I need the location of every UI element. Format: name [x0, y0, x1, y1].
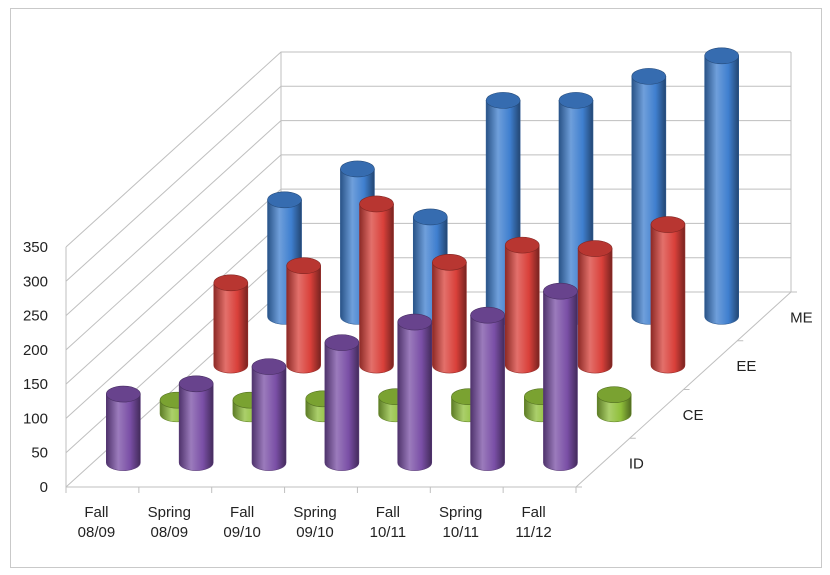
bar-top	[213, 274, 249, 292]
bar	[397, 313, 433, 471]
bar	[596, 386, 632, 423]
bar-top	[470, 306, 505, 324]
bar-body	[650, 224, 686, 374]
bar	[650, 216, 686, 374]
x-tick-label: Spring 10/11	[439, 504, 482, 541]
bar-top	[577, 240, 613, 257]
bar-top	[251, 358, 287, 375]
series-label: CE	[683, 407, 704, 424]
bar-body	[286, 265, 321, 374]
bar-top	[704, 47, 739, 65]
bar	[504, 236, 540, 374]
x-tick-label: Spring 08/09	[148, 504, 191, 541]
bar-body	[504, 244, 540, 374]
bar-top	[485, 92, 521, 109]
bar-top	[286, 257, 321, 274]
bar	[359, 195, 394, 374]
x-tick-label: Fall 10/11	[370, 504, 406, 541]
bar	[704, 47, 739, 325]
y-tick-label: 250	[23, 308, 48, 325]
y-tick-label: 50	[31, 445, 48, 462]
bar-body	[359, 203, 394, 374]
bar-top	[106, 385, 141, 403]
bar	[470, 306, 505, 471]
bar-body	[178, 383, 214, 471]
x-tick-label: Spring 09/10	[293, 504, 336, 541]
bar-top	[631, 68, 667, 85]
bar-body	[213, 282, 249, 374]
chart-labels: 0 50 100 150 200 250 300 350 Fall 08/09 Spring 08/0…	[23, 239, 813, 541]
bar-body	[251, 366, 287, 471]
y-tick-label: 150	[23, 376, 48, 393]
bar-body	[324, 342, 360, 471]
bar-top	[504, 236, 540, 254]
y-tick-label: 350	[23, 239, 48, 256]
chart-bars	[106, 47, 739, 471]
bar-top	[267, 191, 302, 209]
x-tick-label: Fall 08/09	[78, 504, 116, 541]
bar-top	[178, 375, 214, 393]
x-tick-label: Fall 09/10	[223, 504, 261, 541]
y-tick-label: 300	[23, 273, 48, 290]
bar-top	[558, 92, 594, 109]
bar	[251, 358, 287, 471]
bar-top	[596, 386, 632, 403]
bar-body	[704, 55, 739, 325]
bar-top	[324, 334, 360, 351]
series-label: ME	[790, 309, 813, 326]
bar	[432, 253, 467, 374]
bar-body	[543, 290, 578, 471]
series-label: ID	[629, 456, 644, 473]
x-tick-label: Fall 11/12	[515, 504, 551, 541]
bar-top	[650, 216, 686, 233]
bar-body	[577, 248, 613, 374]
y-tick-label: 0	[40, 479, 48, 496]
bar	[106, 385, 141, 471]
bar-body	[397, 321, 433, 471]
bar-top	[432, 253, 467, 271]
bar-body	[106, 393, 141, 471]
series-label: EE	[736, 358, 756, 375]
bar	[324, 334, 360, 471]
bar-top	[412, 208, 448, 226]
bar	[543, 282, 578, 471]
y-tick-label: 200	[23, 342, 48, 359]
y-tick-label: 100	[23, 410, 48, 427]
bar-top	[359, 195, 394, 213]
bar-top	[543, 282, 578, 300]
bar-body	[432, 261, 467, 374]
bar-top	[340, 160, 375, 178]
bar	[213, 274, 249, 374]
bar	[286, 257, 321, 374]
bar-body	[470, 314, 505, 471]
bar	[577, 240, 613, 374]
bar	[178, 375, 214, 471]
bar-top	[397, 313, 433, 331]
